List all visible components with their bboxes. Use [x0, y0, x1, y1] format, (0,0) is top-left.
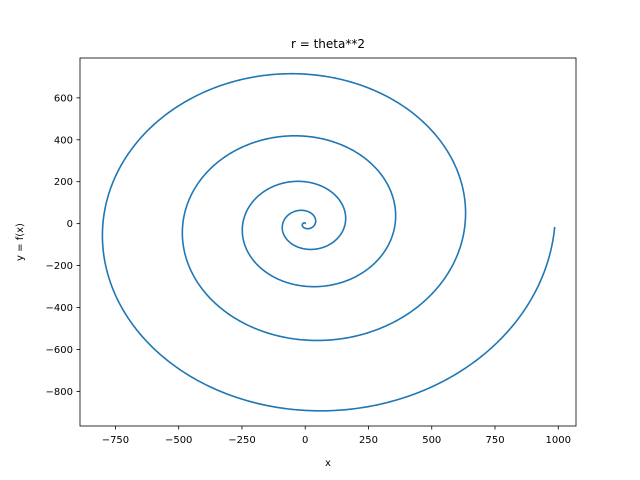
x-tick-label: 0 [302, 435, 308, 446]
y-tick-label: 400 [54, 135, 73, 146]
x-tick-label: 500 [422, 435, 441, 446]
y-tick-label: 600 [54, 93, 73, 104]
chart-title: r = theta**2 [291, 37, 365, 51]
plot-area [79, 57, 577, 427]
spiral-line [101, 72, 556, 412]
x-axis-label: x [325, 458, 331, 469]
y-tick-label: −200 [46, 261, 73, 272]
y-axis-label: y = f(x) [15, 223, 26, 261]
y-tick-label: −600 [46, 345, 73, 356]
y-tick-label: 200 [54, 177, 73, 188]
y-tick-label: 0 [67, 219, 73, 230]
y-tick-label: −400 [46, 303, 73, 314]
x-tick-label: −500 [165, 435, 192, 446]
y-tick-label: −800 [46, 387, 73, 398]
x-tick-label: 750 [485, 435, 504, 446]
x-tick-label: 250 [359, 435, 378, 446]
x-tick-label: −750 [102, 435, 129, 446]
plot-frame [79, 57, 577, 427]
y-axis-ticks: −800 −600 −400 −200 0 200 400 600 [46, 93, 80, 398]
x-axis-ticks: −750 −500 −250 0 250 500 750 1000 [102, 426, 571, 446]
x-tick-label: 1000 [546, 435, 571, 446]
x-tick-label: −250 [228, 435, 255, 446]
